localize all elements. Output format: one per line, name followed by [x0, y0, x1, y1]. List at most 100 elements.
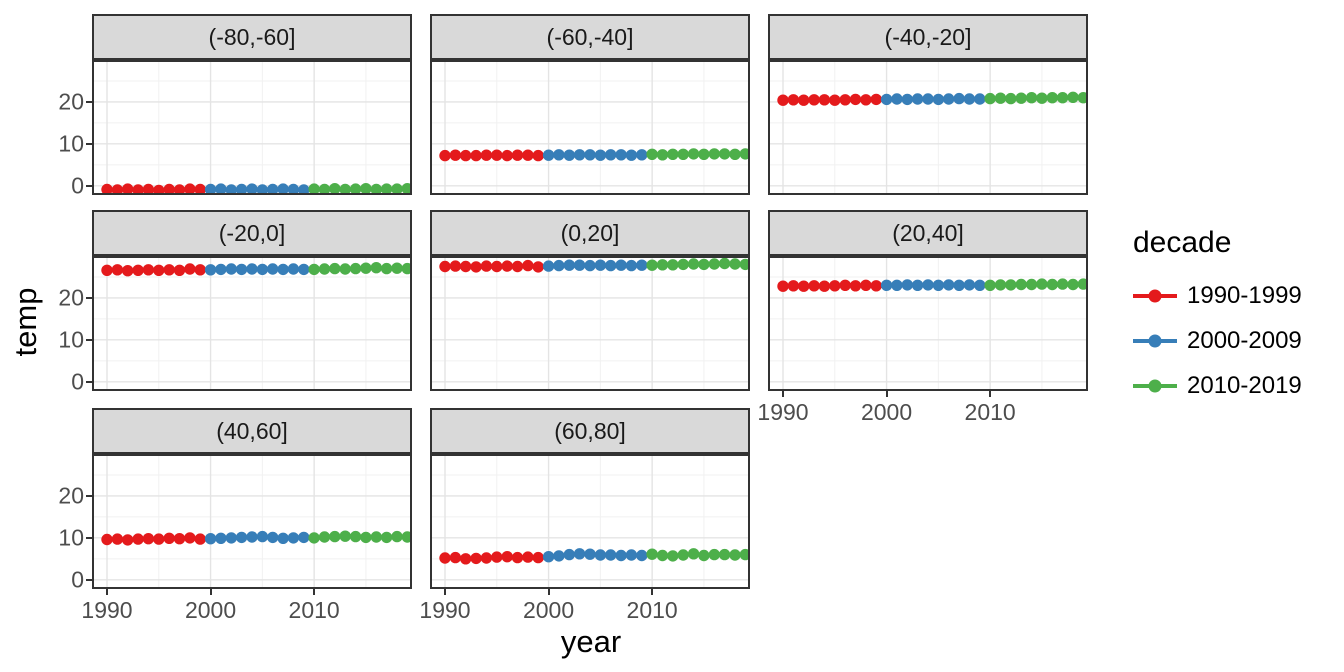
- point-(-80,-60]-2001: [215, 183, 227, 195]
- point-(60,80]-1991: [449, 551, 462, 564]
- facet-plot-area: [430, 256, 750, 391]
- point-(60,80]-1995: [491, 551, 503, 563]
- point-(-40,-20]-2018: [1067, 91, 1079, 103]
- x-tick-mark: [444, 589, 447, 595]
- point-(40,60]-2011: [318, 531, 331, 543]
- y-tick-mark: [86, 578, 92, 581]
- point-(60,80]-2006: [605, 549, 617, 561]
- point-(-80,-60]-1995: [153, 184, 165, 195]
- point-(20,40]-1995: [829, 280, 841, 292]
- legend-key-line-dot: [1133, 288, 1177, 304]
- point-(-20,0]-2007: [277, 263, 289, 276]
- y-tick-label-10: 10: [58, 130, 84, 157]
- y-tick-label-0: 0: [71, 172, 84, 199]
- point-(60,80]-2015: [698, 549, 710, 562]
- point-(40,60]-1992: [122, 534, 134, 546]
- point-(40,60]-2004: [246, 531, 258, 543]
- point-(-60,-40]-2001: [553, 149, 565, 161]
- point-(-60,-40]-2005: [594, 149, 607, 161]
- point-(40,60]-2006: [267, 531, 279, 544]
- point-(0,20]-2016: [708, 258, 720, 270]
- point-(20,40]-2002: [901, 279, 913, 291]
- point-(-60,-40]-2017: [718, 148, 731, 160]
- point-(-40,-20]-1992: [798, 94, 810, 106]
- point-(0,20]-1990: [439, 260, 451, 273]
- point-(-60,-40]-1990: [439, 149, 451, 162]
- point-(-20,0]-1990: [101, 264, 113, 276]
- point-(40,60]-2014: [349, 530, 362, 543]
- point-(20,40]-1996: [839, 279, 851, 291]
- point-(-20,0]-2003: [235, 263, 248, 276]
- y-tick-mark: [86, 338, 92, 341]
- point-(40,60]-2017: [380, 531, 393, 544]
- facet-strip-(0,20]: (0,20]: [430, 210, 750, 256]
- point-(0,20]-1991: [449, 260, 462, 272]
- legend-entry-2000-2009: 2000-2009: [1133, 326, 1302, 356]
- point-(-60,-40]-1996: [501, 149, 513, 162]
- point-(-40,-20]-1991: [787, 94, 800, 106]
- point-(40,60]-1996: [163, 532, 175, 544]
- point-(-40,-20]-1998: [860, 94, 872, 106]
- point-(20,40]-2005: [932, 279, 945, 291]
- point-(40,60]-2000: [204, 533, 217, 545]
- point-(20,40]-1998: [860, 279, 872, 291]
- point-(20,40]-2014: [1025, 278, 1038, 291]
- x-tick-mark: [313, 589, 316, 595]
- point-(-40,-20]-2009: [974, 93, 986, 105]
- point-(-80,-60]-1994: [142, 183, 155, 195]
- legend-entries: 1990-1999 2000-2009 2010-2019: [1133, 281, 1302, 401]
- point-(20,40]-2016: [1046, 278, 1058, 291]
- facet-strip-(-60,-40]: (-60,-40]: [430, 14, 750, 60]
- point-(20,40]-2009: [974, 279, 986, 291]
- facet-strip-(-40,-20]: (-40,-20]: [768, 14, 1088, 60]
- facet-strip-(-20,0]: (-20,0]: [92, 210, 412, 256]
- point-(-80,-60]-1993: [132, 184, 144, 195]
- point-(20,40]-1993: [808, 280, 820, 292]
- point-(20,40]-2015: [1036, 278, 1048, 290]
- x-tick-label-2010: 2010: [288, 597, 340, 623]
- point-(-80,-60]-2017: [380, 183, 393, 195]
- y-tick-mark: [86, 296, 92, 299]
- x-tick-label-2010: 2010: [964, 399, 1016, 425]
- x-tick-label-1990: 1990: [757, 399, 809, 425]
- point-(20,40]-2010: [984, 279, 996, 291]
- point-(20,40]-2000: [880, 279, 893, 291]
- point-(-80,-60]-2006: [267, 183, 279, 195]
- y-tick-label-10: 10: [58, 524, 84, 551]
- facet-plot-area: [768, 60, 1088, 195]
- point-(60,80]-1990: [439, 552, 451, 564]
- point-(0,20]-1992: [460, 260, 472, 273]
- point-(-60,-40]-2014: [687, 148, 700, 160]
- point-(0,20]-2000: [542, 260, 555, 272]
- point-(-40,-20]-2004: [922, 93, 934, 105]
- y-tick-label-0: 0: [71, 566, 84, 593]
- point-(20,40]-2008: [963, 279, 976, 291]
- x-tick-mark: [989, 391, 992, 397]
- point-(40,60]-2013: [339, 530, 351, 542]
- point-(-60,-40]-1997: [511, 149, 524, 161]
- point-(60,80]-2004: [584, 548, 596, 560]
- point-(-20,0]-2002: [225, 263, 237, 275]
- point-(40,60]-1994: [142, 533, 155, 545]
- y-tick-label-10: 10: [58, 326, 84, 353]
- facet-panel-(60,80]: [430, 454, 750, 589]
- x-tick-label-2010: 2010: [626, 597, 678, 623]
- point-(20,40]-2017: [1056, 278, 1069, 290]
- point-(-20,0]-2011: [318, 263, 331, 275]
- point-(-40,-20]-2008: [963, 93, 976, 105]
- point-(40,60]-2019: [401, 531, 412, 543]
- point-(-20,0]-2001: [215, 263, 227, 276]
- y-tick-label-20: 20: [58, 284, 84, 311]
- point-(40,60]-2005: [256, 530, 269, 543]
- point-(-20,0]-2005: [256, 263, 269, 276]
- legend-entry-label: 1990-1999: [1187, 281, 1302, 309]
- point-(0,20]-2019: [739, 258, 750, 271]
- point-(-20,0]-2000: [204, 264, 217, 276]
- point-(60,80]-2013: [677, 549, 689, 561]
- point-(0,20]-1993: [470, 261, 482, 273]
- point-(-40,-20]-2014: [1025, 92, 1038, 104]
- y-tick-mark: [86, 100, 92, 103]
- point-(-20,0]-1999: [194, 264, 206, 276]
- point-(0,20]-2001: [553, 259, 565, 272]
- point-(-80,-60]-2004: [246, 183, 258, 195]
